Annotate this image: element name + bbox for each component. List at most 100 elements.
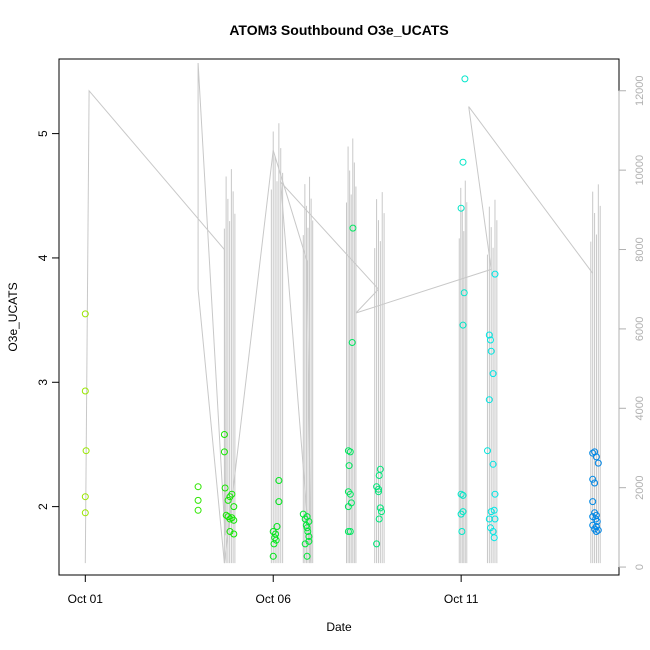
- data-point: [303, 513, 311, 521]
- data-point: [460, 289, 468, 297]
- data-point: [224, 496, 232, 504]
- data-point: [305, 537, 313, 545]
- data-point: [349, 224, 357, 232]
- data-point: [594, 526, 602, 534]
- data-point: [490, 534, 498, 542]
- data-point: [491, 515, 499, 523]
- data-point: [194, 506, 202, 514]
- data-point: [272, 536, 280, 544]
- data-point: [594, 459, 602, 467]
- altitude-layer: [84, 62, 601, 564]
- data-point: [303, 552, 311, 560]
- data-point: [275, 498, 283, 506]
- data-point: [489, 370, 497, 378]
- data-point: [269, 528, 277, 535]
- right-tick-label: 10000: [634, 155, 646, 186]
- right-tick-label: 2000: [634, 475, 646, 499]
- data-point: [194, 496, 202, 504]
- data-point: [592, 453, 600, 461]
- data-point: [226, 515, 234, 523]
- data-point: [459, 158, 467, 166]
- data-point: [269, 552, 277, 560]
- data-point: [345, 462, 353, 470]
- axes-layer: Oct 01 Oct 06 Oct 11 2 3 4 5 0 2000 4000 6000 8000 1…: [36, 58, 646, 606]
- data-point: [457, 490, 465, 498]
- data-point: [487, 336, 494, 344]
- right-tick-label: 8000: [634, 237, 646, 261]
- data-point: [489, 460, 497, 468]
- data-point: [303, 524, 311, 532]
- data-point: [487, 347, 495, 355]
- data-point: [81, 493, 89, 501]
- data-point: [373, 540, 381, 548]
- data-point: [461, 75, 469, 83]
- data-point: [375, 472, 383, 479]
- data-point: [376, 465, 384, 473]
- y-tick-label: 3: [36, 379, 50, 386]
- data-point: [593, 518, 601, 525]
- data-point: [230, 503, 238, 511]
- data-point: [589, 498, 597, 506]
- y-axis-label: O3e_UCATS: [6, 282, 20, 351]
- data-point: [459, 491, 467, 499]
- altitude-line: [84, 62, 594, 564]
- data-point: [273, 523, 281, 530]
- data-point: [490, 506, 498, 514]
- data-point: [491, 270, 499, 278]
- data-point: [375, 515, 383, 523]
- data-point: [222, 511, 230, 519]
- data-point: [346, 448, 354, 456]
- data-point: [458, 528, 466, 535]
- data-point: [220, 448, 228, 456]
- data-point: [81, 387, 89, 395]
- right-tick-label: 0: [634, 564, 646, 570]
- data-point: [375, 488, 382, 496]
- data-point: [484, 447, 491, 455]
- data-point: [344, 528, 352, 535]
- right-tick-label: 12000: [634, 75, 646, 106]
- data-point: [230, 530, 238, 538]
- data-point: [592, 528, 600, 535]
- data-point: [230, 516, 238, 524]
- data-point: [275, 477, 283, 484]
- y-tick-label: 2: [36, 503, 50, 510]
- y-tick-label: 4: [36, 254, 50, 261]
- data-point: [589, 475, 597, 483]
- data-point: [82, 447, 90, 455]
- data-point: [491, 490, 499, 498]
- points-layer: [81, 75, 602, 560]
- data-point: [375, 485, 382, 493]
- chart-title: ATOM3 Southbound O3e_UCATS: [229, 22, 448, 38]
- data-point: [228, 490, 236, 498]
- x-axis-label: Date: [326, 620, 352, 634]
- data-point: [344, 447, 352, 455]
- data-point: [589, 521, 597, 529]
- data-point: [457, 204, 465, 212]
- data-point: [348, 339, 356, 346]
- data-point: [589, 449, 597, 457]
- right-tick-label: 4000: [634, 396, 646, 420]
- data-point: [304, 528, 312, 535]
- data-point: [346, 490, 354, 498]
- right-tick-label: 6000: [634, 317, 646, 341]
- data-point: [305, 518, 313, 525]
- data-point: [81, 310, 89, 318]
- data-point: [591, 479, 599, 487]
- data-point: [485, 396, 493, 404]
- data-point: [344, 503, 352, 511]
- data-point: [378, 508, 385, 516]
- y-tick-label: 5: [36, 130, 50, 137]
- data-point: [81, 509, 89, 517]
- plot-frame: [58, 58, 620, 576]
- data-point: [221, 484, 229, 492]
- data-point: [457, 510, 465, 518]
- data-point: [194, 483, 202, 491]
- x-tick-label: Oct 01: [68, 592, 104, 606]
- data-point: [305, 533, 313, 540]
- data-point: [220, 431, 228, 438]
- data-point: [346, 528, 354, 535]
- data-point: [459, 321, 467, 329]
- x-tick-label: Oct 06: [256, 592, 292, 606]
- x-tick-label: Oct 11: [444, 592, 479, 606]
